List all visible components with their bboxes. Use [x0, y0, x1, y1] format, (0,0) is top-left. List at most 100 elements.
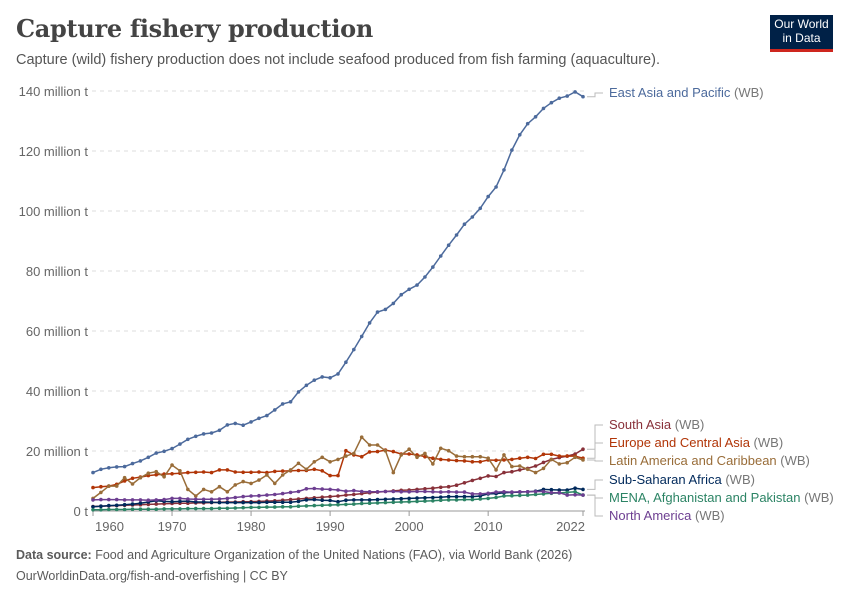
data-point: [280, 402, 285, 406]
data-point: [217, 484, 222, 489]
source-label: Data source:: [16, 548, 92, 562]
data-point: [344, 448, 348, 453]
chart-subtitle: Capture (wild) fishery production does n…: [16, 52, 660, 68]
data-point: [533, 115, 538, 119]
series-label: Latin America and Caribbean (WB): [609, 453, 810, 468]
data-point: [502, 494, 506, 498]
data-point: [122, 475, 127, 480]
data-point: [573, 486, 577, 491]
data-point: [470, 497, 475, 502]
data-point: [533, 489, 538, 494]
data-point: [336, 494, 340, 498]
data-point: [573, 90, 577, 94]
data-point: [170, 507, 174, 511]
data-point: [494, 490, 498, 494]
data-point: [288, 490, 293, 495]
data-point: [186, 506, 190, 511]
data-point: [241, 470, 245, 475]
data-point: [494, 474, 498, 479]
data-point: [130, 498, 135, 502]
data-point: [288, 497, 293, 502]
series-name: North America: [609, 508, 692, 523]
data-point: [486, 474, 490, 478]
data-point: [193, 494, 198, 498]
series-north-america: North America (WB): [91, 486, 725, 523]
data-point: [209, 431, 214, 435]
data-point: [352, 347, 356, 352]
footer-url[interactable]: OurWorldinData.org/fish-and-overfishing …: [16, 569, 288, 583]
data-point: [328, 376, 332, 380]
data-point: [502, 453, 506, 457]
data-point: [478, 454, 483, 459]
data-point: [581, 94, 585, 99]
data-point: [431, 456, 435, 461]
data-point: [265, 473, 269, 477]
data-point: [423, 499, 427, 503]
data-point: [533, 464, 538, 468]
data-point: [91, 470, 95, 475]
data-point: [581, 447, 585, 452]
data-point: [288, 500, 293, 505]
data-point: [517, 456, 522, 461]
data-point: [438, 254, 443, 258]
x-tick-label: 1990: [316, 519, 345, 534]
data-point: [502, 470, 506, 475]
data-point: [320, 503, 324, 508]
data-point: [541, 489, 546, 494]
data-point: [328, 494, 332, 499]
data-point: [233, 470, 238, 474]
series-label: Sub-Saharan Africa (WB): [609, 472, 755, 487]
data-point: [257, 493, 261, 498]
data-point: [454, 458, 459, 463]
data-point: [454, 498, 459, 502]
data-point: [170, 496, 174, 501]
data-point: [154, 498, 159, 502]
y-tick-label: 140 million t: [19, 84, 89, 99]
data-point: [225, 496, 230, 501]
data-point: [525, 493, 530, 497]
data-point: [407, 287, 411, 292]
data-point: [359, 454, 364, 459]
data-point: [99, 508, 103, 512]
data-point: [399, 500, 404, 504]
data-point: [130, 476, 135, 481]
data-point: [336, 502, 340, 507]
data-point: [146, 455, 151, 460]
data-point: [249, 505, 253, 510]
data-point: [391, 301, 396, 306]
data-point: [280, 505, 285, 509]
data-point: [336, 488, 340, 492]
data-point: [565, 490, 569, 495]
data-point: [375, 449, 380, 454]
data-point: [415, 489, 419, 494]
x-tick-label: 2022: [556, 519, 585, 534]
label-connector: [587, 479, 603, 490]
data-point: [557, 490, 562, 495]
y-tick-label: 40 million t: [26, 384, 89, 399]
data-point: [525, 455, 530, 460]
data-point: [178, 442, 182, 446]
data-point: [517, 493, 522, 498]
data-point: [541, 460, 546, 465]
data-point: [241, 505, 245, 510]
data-point: [525, 490, 530, 494]
x-tick-label: 2010: [474, 519, 503, 534]
data-point: [320, 469, 324, 473]
data-point: [296, 468, 301, 473]
data-point: [233, 500, 238, 505]
data-point: [581, 458, 585, 462]
data-point: [296, 390, 301, 394]
series-east-asia-and-pacific: East Asia and Pacific (WB): [91, 85, 764, 475]
data-point: [320, 495, 324, 500]
data-point: [114, 507, 119, 512]
data-point: [438, 495, 443, 500]
series-label: Europe and Central Asia (WB): [609, 435, 783, 450]
owid-logo[interactable]: Our World in Data: [770, 15, 833, 52]
series-label: North America (WB): [609, 508, 725, 523]
data-point: [154, 507, 159, 512]
series-name: MENA, Afghanistan and Pakistan: [609, 490, 801, 505]
data-point: [407, 490, 411, 494]
label-connector: [587, 494, 603, 517]
data-point: [130, 461, 135, 466]
